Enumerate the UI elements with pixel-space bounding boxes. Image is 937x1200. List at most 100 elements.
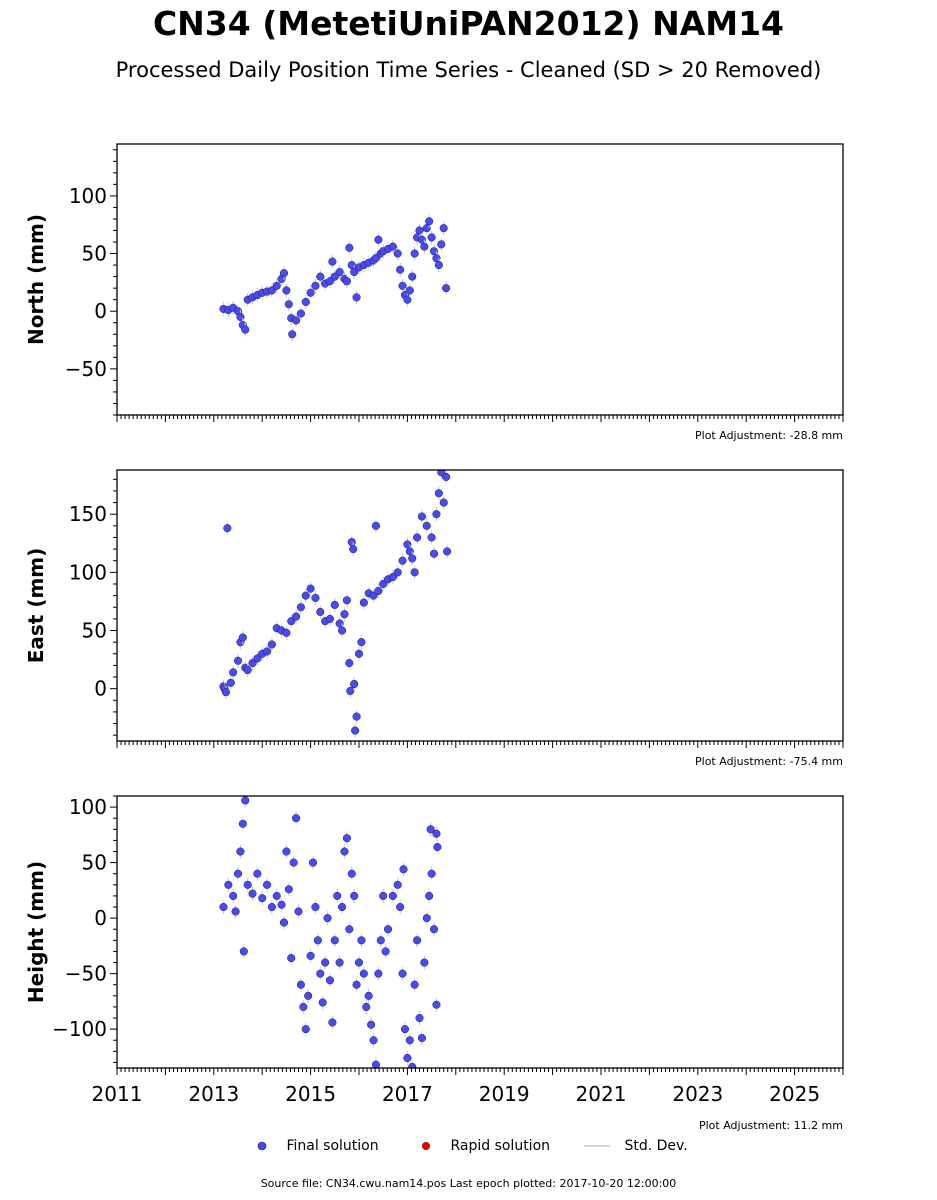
east-ylabel: East (mm): [24, 548, 48, 664]
data-point: [316, 969, 325, 978]
data-point: [296, 309, 305, 318]
height-frame: [116, 795, 844, 1069]
x-tick-label: 2011: [92, 1082, 143, 1106]
data-point: [221, 688, 230, 697]
data-point: [342, 596, 351, 605]
data-point: [350, 891, 359, 900]
data-point: [364, 991, 373, 1000]
data-point: [313, 936, 322, 945]
data-point: [442, 284, 451, 293]
data-point: [338, 626, 347, 635]
y-tick-label: −100: [52, 1017, 107, 1041]
data-point: [417, 1033, 426, 1043]
data-point: [318, 998, 327, 1007]
data-point: [403, 295, 412, 304]
data-point: [352, 712, 361, 721]
data-point: [393, 249, 402, 258]
data-point: [241, 325, 250, 334]
data-point: [223, 524, 232, 533]
data-point: [233, 656, 243, 665]
data-point: [267, 640, 276, 649]
data-point: [433, 843, 442, 852]
data-point: [323, 914, 332, 923]
data-point: [359, 969, 368, 978]
data-point: [277, 900, 286, 909]
data-point: [383, 925, 393, 934]
chart-subtitle: Processed Daily Position Time Series - C…: [115, 58, 822, 82]
data-point: [294, 907, 303, 916]
data-point: [345, 659, 354, 668]
data-point: [296, 980, 305, 989]
final-marker-icon: [257, 1141, 267, 1151]
data-point: [243, 666, 252, 675]
data-point: [304, 991, 313, 1000]
data-point: [408, 554, 417, 563]
data-point: [229, 891, 238, 900]
data-point: [398, 281, 407, 290]
y-tick-label: 0: [94, 299, 107, 323]
stddev-line-icon: [584, 1145, 610, 1147]
data-point: [238, 819, 247, 828]
data-point: [258, 894, 267, 903]
y-tick-label: 100: [69, 184, 107, 208]
y-tick-label: 50: [82, 619, 107, 643]
rapid-marker-icon: [422, 1142, 430, 1150]
data-point: [233, 869, 243, 878]
data-point: [403, 1053, 412, 1063]
data-point: [439, 224, 448, 233]
data-point: [379, 891, 388, 900]
data-point: [398, 556, 407, 565]
data-point: [413, 533, 422, 542]
data-point: [354, 958, 364, 967]
height-plot: −100 −50 0 50 100 Height (mm) 2011 2013 2015 2017…: [24, 795, 844, 1106]
data-point: [301, 591, 310, 600]
data-point: [338, 902, 347, 912]
data-point: [292, 814, 301, 823]
data-point: [340, 610, 349, 619]
data-point: [226, 678, 235, 687]
data-point: [376, 936, 385, 945]
y-tick-label: 0: [94, 906, 107, 930]
data-point: [347, 538, 356, 547]
x-tick-label: 2015: [285, 1082, 336, 1106]
data-point: [229, 668, 238, 677]
data-point: [231, 907, 240, 916]
data-point: [328, 257, 337, 266]
data-point: [381, 947, 390, 956]
data-point: [410, 568, 419, 577]
data-point: [311, 593, 320, 602]
data-point: [396, 902, 405, 912]
height-ylabel: Height (mm): [24, 861, 48, 1003]
data-point: [330, 600, 339, 609]
data-point: [434, 489, 443, 498]
data-point: [239, 947, 248, 956]
y-tick-label: 0: [94, 677, 107, 701]
data-point: [272, 281, 281, 290]
data-point: [243, 880, 252, 889]
data-point: [425, 891, 434, 900]
data-point: [429, 925, 439, 934]
data-point: [371, 1060, 380, 1068]
legend-stddev-label: Std. Dev.: [624, 1138, 688, 1154]
data-point: [321, 958, 330, 967]
data-point: [340, 847, 349, 856]
data-point: [425, 217, 434, 226]
east-points: [219, 470, 452, 738]
data-point: [432, 829, 441, 838]
data-point: [284, 885, 293, 894]
data-point: [335, 958, 344, 967]
data-point: [347, 869, 356, 878]
data-point: [359, 598, 368, 607]
data-point: [420, 958, 429, 967]
data-point: [417, 512, 426, 521]
data-point: [351, 726, 360, 735]
north-frame: [116, 143, 844, 416]
data-point: [442, 472, 451, 482]
data-point: [241, 796, 250, 805]
data-point: [374, 969, 383, 978]
chart-title: CN34 (MetetiUniPAN2012) NAM14: [152, 4, 785, 43]
data-point: [236, 847, 245, 856]
data-point: [284, 300, 293, 309]
x-tick-label: 2023: [672, 1082, 723, 1106]
data-point: [330, 936, 339, 945]
